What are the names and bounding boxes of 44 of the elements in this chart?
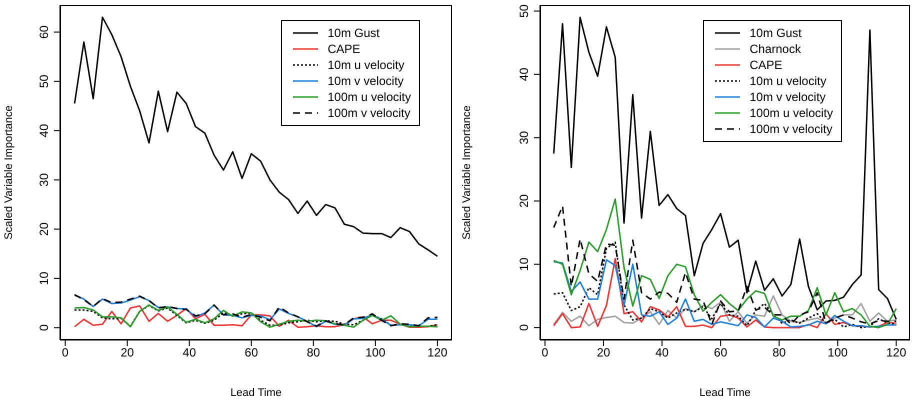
legend-label: 100m u velocity [750,106,833,120]
x-tick-label: 100 [365,346,386,360]
y-tick-label: 40 [517,67,531,82]
legend-label: CAPE [328,42,360,56]
legend-label: 10m v velocity [328,74,404,88]
legend-label: 10m u velocity [750,74,826,88]
legend-label: 10m Gust [750,26,802,40]
legend-label: 100m v velocity [328,106,410,120]
legend-label: 10m u velocity [328,58,404,72]
x-tick-label: 20 [596,346,611,360]
x-tick-label: 40 [655,346,670,360]
y-tick-label: 60 [37,25,51,39]
x-tick-label: 120 [886,346,907,360]
y-tick-label: 20 [517,194,531,208]
legend-label: 10m Gust [328,26,380,40]
x-tick-label: 40 [182,346,196,360]
legend-label: Charnock [750,42,801,56]
y-axis-title: Scaled Variable Importance [460,105,473,240]
legend-label: 10m v velocity [750,90,826,104]
x-tick-label: 120 [427,346,448,360]
y-tick-label: 40 [37,124,51,138]
x-tick-label: 20 [120,346,134,360]
y-tick-label: 30 [517,130,531,144]
legend-label: 100m v velocity [750,122,832,136]
x-axis-title: Lead Time [230,387,282,399]
x-tick-label: 60 [714,346,728,360]
y-tick-label: 0 [517,324,531,331]
x-tick-label: 0 [542,346,549,360]
x-tick-label: 80 [306,346,320,360]
x-tick-label: 100 [828,346,848,360]
y-tick-label: 0 [37,324,51,332]
x-axis-title: Lead Time [699,387,751,399]
y-tick-label: 30 [37,172,51,187]
legend-label: CAPE [750,58,782,72]
legend-label: 100m u velocity [328,90,411,104]
y-tick-label: 50 [37,74,51,88]
y-tick-label: 10 [37,271,51,286]
x-tick-label: 80 [772,346,786,360]
y-tick-label: 10 [517,257,531,271]
x-tick-label: 60 [244,346,258,360]
y-axis-title: Scaled Variable Importance [2,105,15,240]
y-tick-label: 20 [37,222,51,236]
y-tick-label: 50 [517,4,531,18]
x-tick-label: 0 [62,346,69,360]
